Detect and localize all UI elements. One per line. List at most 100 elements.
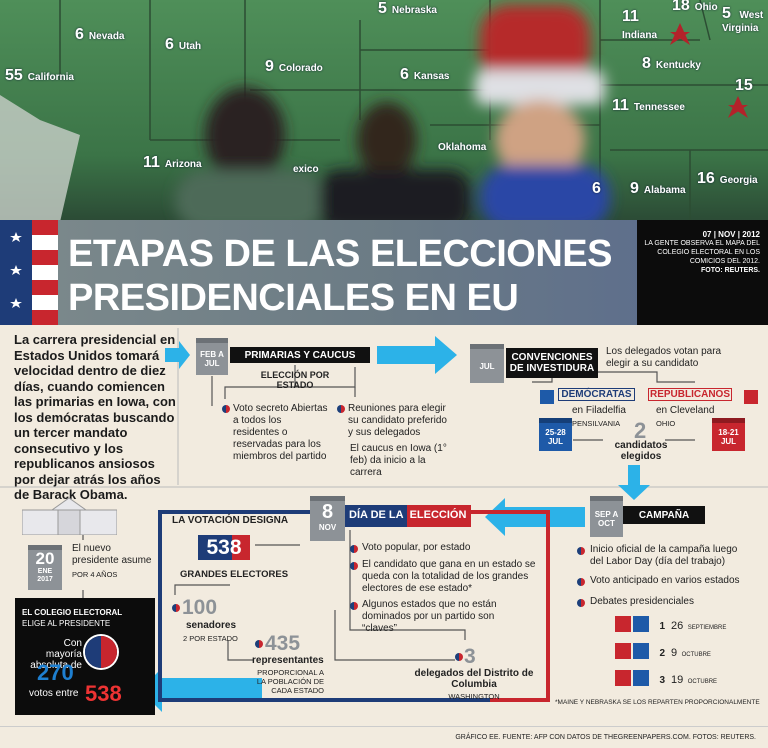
map-label: 9 Colorado bbox=[265, 58, 323, 76]
conventions-text: Los delegados votan para elegir a su can… bbox=[606, 346, 722, 369]
bullet bbox=[577, 599, 585, 607]
debate-day: 9 bbox=[671, 647, 678, 659]
election-text: Voto popular, por estado bbox=[362, 542, 471, 553]
campaign-text: Voto anticipado en varios estados bbox=[590, 575, 740, 586]
election-text: Algunos estados que no están dominados p… bbox=[362, 599, 497, 634]
calendar-month: ENE bbox=[37, 568, 53, 575]
bracket-blue bbox=[158, 510, 490, 702]
senators-note: 2 POR ESTADO bbox=[183, 634, 238, 643]
state-name: Arizona bbox=[164, 159, 202, 170]
stage-label: PRIMARIAS Y CAUCUS bbox=[230, 347, 370, 363]
rep-city: en Cleveland bbox=[656, 405, 715, 416]
election-text: El candidato que gana en un estado se qu… bbox=[362, 559, 536, 594]
rep-label: REPUBLICANOS bbox=[648, 388, 732, 401]
candidates-label: candidatos elegidos bbox=[614, 440, 668, 462]
electoral-votes: 55 bbox=[5, 67, 23, 84]
dc-count: 3 bbox=[464, 645, 476, 668]
state-name: exico bbox=[293, 164, 319, 175]
electoral-votes: 6 bbox=[400, 66, 409, 83]
stage-label-part: ELECCIÓN bbox=[406, 505, 472, 527]
electoral-votes: 11 bbox=[143, 154, 160, 171]
state-name: Tennessee bbox=[633, 102, 685, 113]
map-sea bbox=[0, 95, 80, 222]
state-name: Georgia bbox=[719, 175, 758, 186]
rep-state: OHIO bbox=[656, 419, 676, 428]
map-label: 16 Georgia bbox=[697, 170, 758, 188]
college-icon bbox=[85, 636, 117, 668]
calendar-icon: 18-21 JUL bbox=[712, 418, 745, 451]
electoral-votes: 9 bbox=[630, 180, 639, 197]
debate-day: 26 bbox=[671, 620, 684, 632]
calendar-month: NOV bbox=[318, 523, 337, 532]
electoral-votes: 6 bbox=[165, 36, 174, 53]
map-label: 11 Arizona bbox=[143, 154, 202, 172]
debate-number: 1 bbox=[659, 621, 666, 632]
electors-label: GRANDES ELECTORES bbox=[180, 569, 289, 580]
arrow bbox=[165, 341, 190, 369]
bullet bbox=[577, 547, 585, 555]
state-name: California bbox=[27, 72, 74, 83]
campaign-text: Debates presidenciales bbox=[590, 596, 694, 607]
debate-day: 19 bbox=[671, 674, 684, 686]
debate-row: 1 26 SEPTIEMBRE bbox=[615, 616, 726, 637]
electoral-votes: 18 bbox=[672, 0, 690, 14]
calendar-icon: 8 NOV bbox=[310, 496, 345, 541]
reps-note: PROPORCIONAL A LA POBLACIÓN DE CADA ESTA… bbox=[256, 668, 324, 695]
title-line: ETAPAS DE LAS ELECCIONES bbox=[68, 233, 613, 275]
debate-month: OCTUBRE bbox=[687, 679, 718, 685]
footer-credit: GRÁFICO EE. FUENTE: AFP CON DATOS DE THE… bbox=[455, 734, 756, 741]
intro-text: La carrera presidencial en Estados Unido… bbox=[14, 332, 176, 502]
map-label: 18 Ohio bbox=[672, 0, 718, 15]
college-subtitle: ELIGE AL PRESIDENTE bbox=[22, 619, 111, 628]
map-label: 11 Indiana bbox=[622, 8, 662, 41]
electoral-votes: 11 bbox=[622, 8, 639, 25]
photo-caption: LA GENTE OBSERVA EL MAPA DEL COLEGIO ELE… bbox=[644, 240, 760, 265]
calendar-icon: 20 ENE 2017 bbox=[28, 545, 62, 590]
bullet bbox=[172, 604, 180, 612]
state-name: Kansas bbox=[413, 71, 450, 82]
stage-label: CONVENCIONES DE INVESTIDURA bbox=[506, 348, 598, 378]
bullet bbox=[337, 405, 345, 413]
electoral-votes: 16 bbox=[697, 170, 715, 187]
state-name: Colorado bbox=[278, 63, 323, 74]
state-name: West Virginia bbox=[722, 10, 764, 34]
bullet bbox=[350, 545, 358, 553]
college-text: votos entre bbox=[29, 688, 79, 699]
stage-subtitle: ELECCIÓN POR ESTADO bbox=[260, 370, 330, 390]
debate-icon bbox=[615, 616, 631, 632]
campaign-text: Inicio oficial de la campaña luego del L… bbox=[590, 544, 738, 567]
calendar-day: 8 bbox=[321, 501, 334, 523]
map-label: Oklahoma bbox=[438, 138, 486, 153]
star-icon bbox=[670, 23, 690, 45]
white-house-icon bbox=[22, 497, 117, 535]
stage-label-part: DÍA DE LA bbox=[345, 505, 407, 527]
map-label: 11 Tennessee bbox=[612, 97, 685, 115]
state-name: Ohio bbox=[694, 2, 718, 13]
dem-icon bbox=[540, 390, 554, 404]
debate-row: 3 19 OCTUBRE bbox=[615, 670, 717, 691]
electors-count: 538 bbox=[198, 535, 250, 560]
debate-icon bbox=[615, 670, 631, 686]
electoral-votes: 5 bbox=[378, 0, 387, 17]
senators-count: 100 bbox=[182, 596, 218, 619]
electoral-votes: 8 bbox=[642, 55, 651, 72]
debate-number: 2 bbox=[659, 648, 666, 659]
inauguration-note: POR 4 AÑOS bbox=[72, 570, 118, 579]
bracket-red bbox=[470, 510, 550, 702]
bullet bbox=[455, 653, 463, 661]
bullet bbox=[350, 562, 358, 570]
debate-icon bbox=[633, 670, 649, 686]
map-label: 6 Kansas bbox=[400, 66, 449, 84]
primaries-text: Voto secreto Abiertas a todos los reside… bbox=[233, 403, 328, 462]
arrow bbox=[485, 498, 585, 536]
college-title: EL COLEGIO ELECTORAL bbox=[22, 608, 123, 617]
rep-icon bbox=[744, 390, 758, 404]
college-majority: 270 bbox=[37, 660, 74, 685]
calendar-icon: JUL bbox=[470, 344, 504, 383]
electoral-votes: 5 bbox=[722, 5, 731, 22]
map-label: 5 Nebraska bbox=[378, 0, 437, 18]
dc-note: WASHINGTON bbox=[448, 692, 500, 701]
footer-bar bbox=[0, 726, 768, 748]
